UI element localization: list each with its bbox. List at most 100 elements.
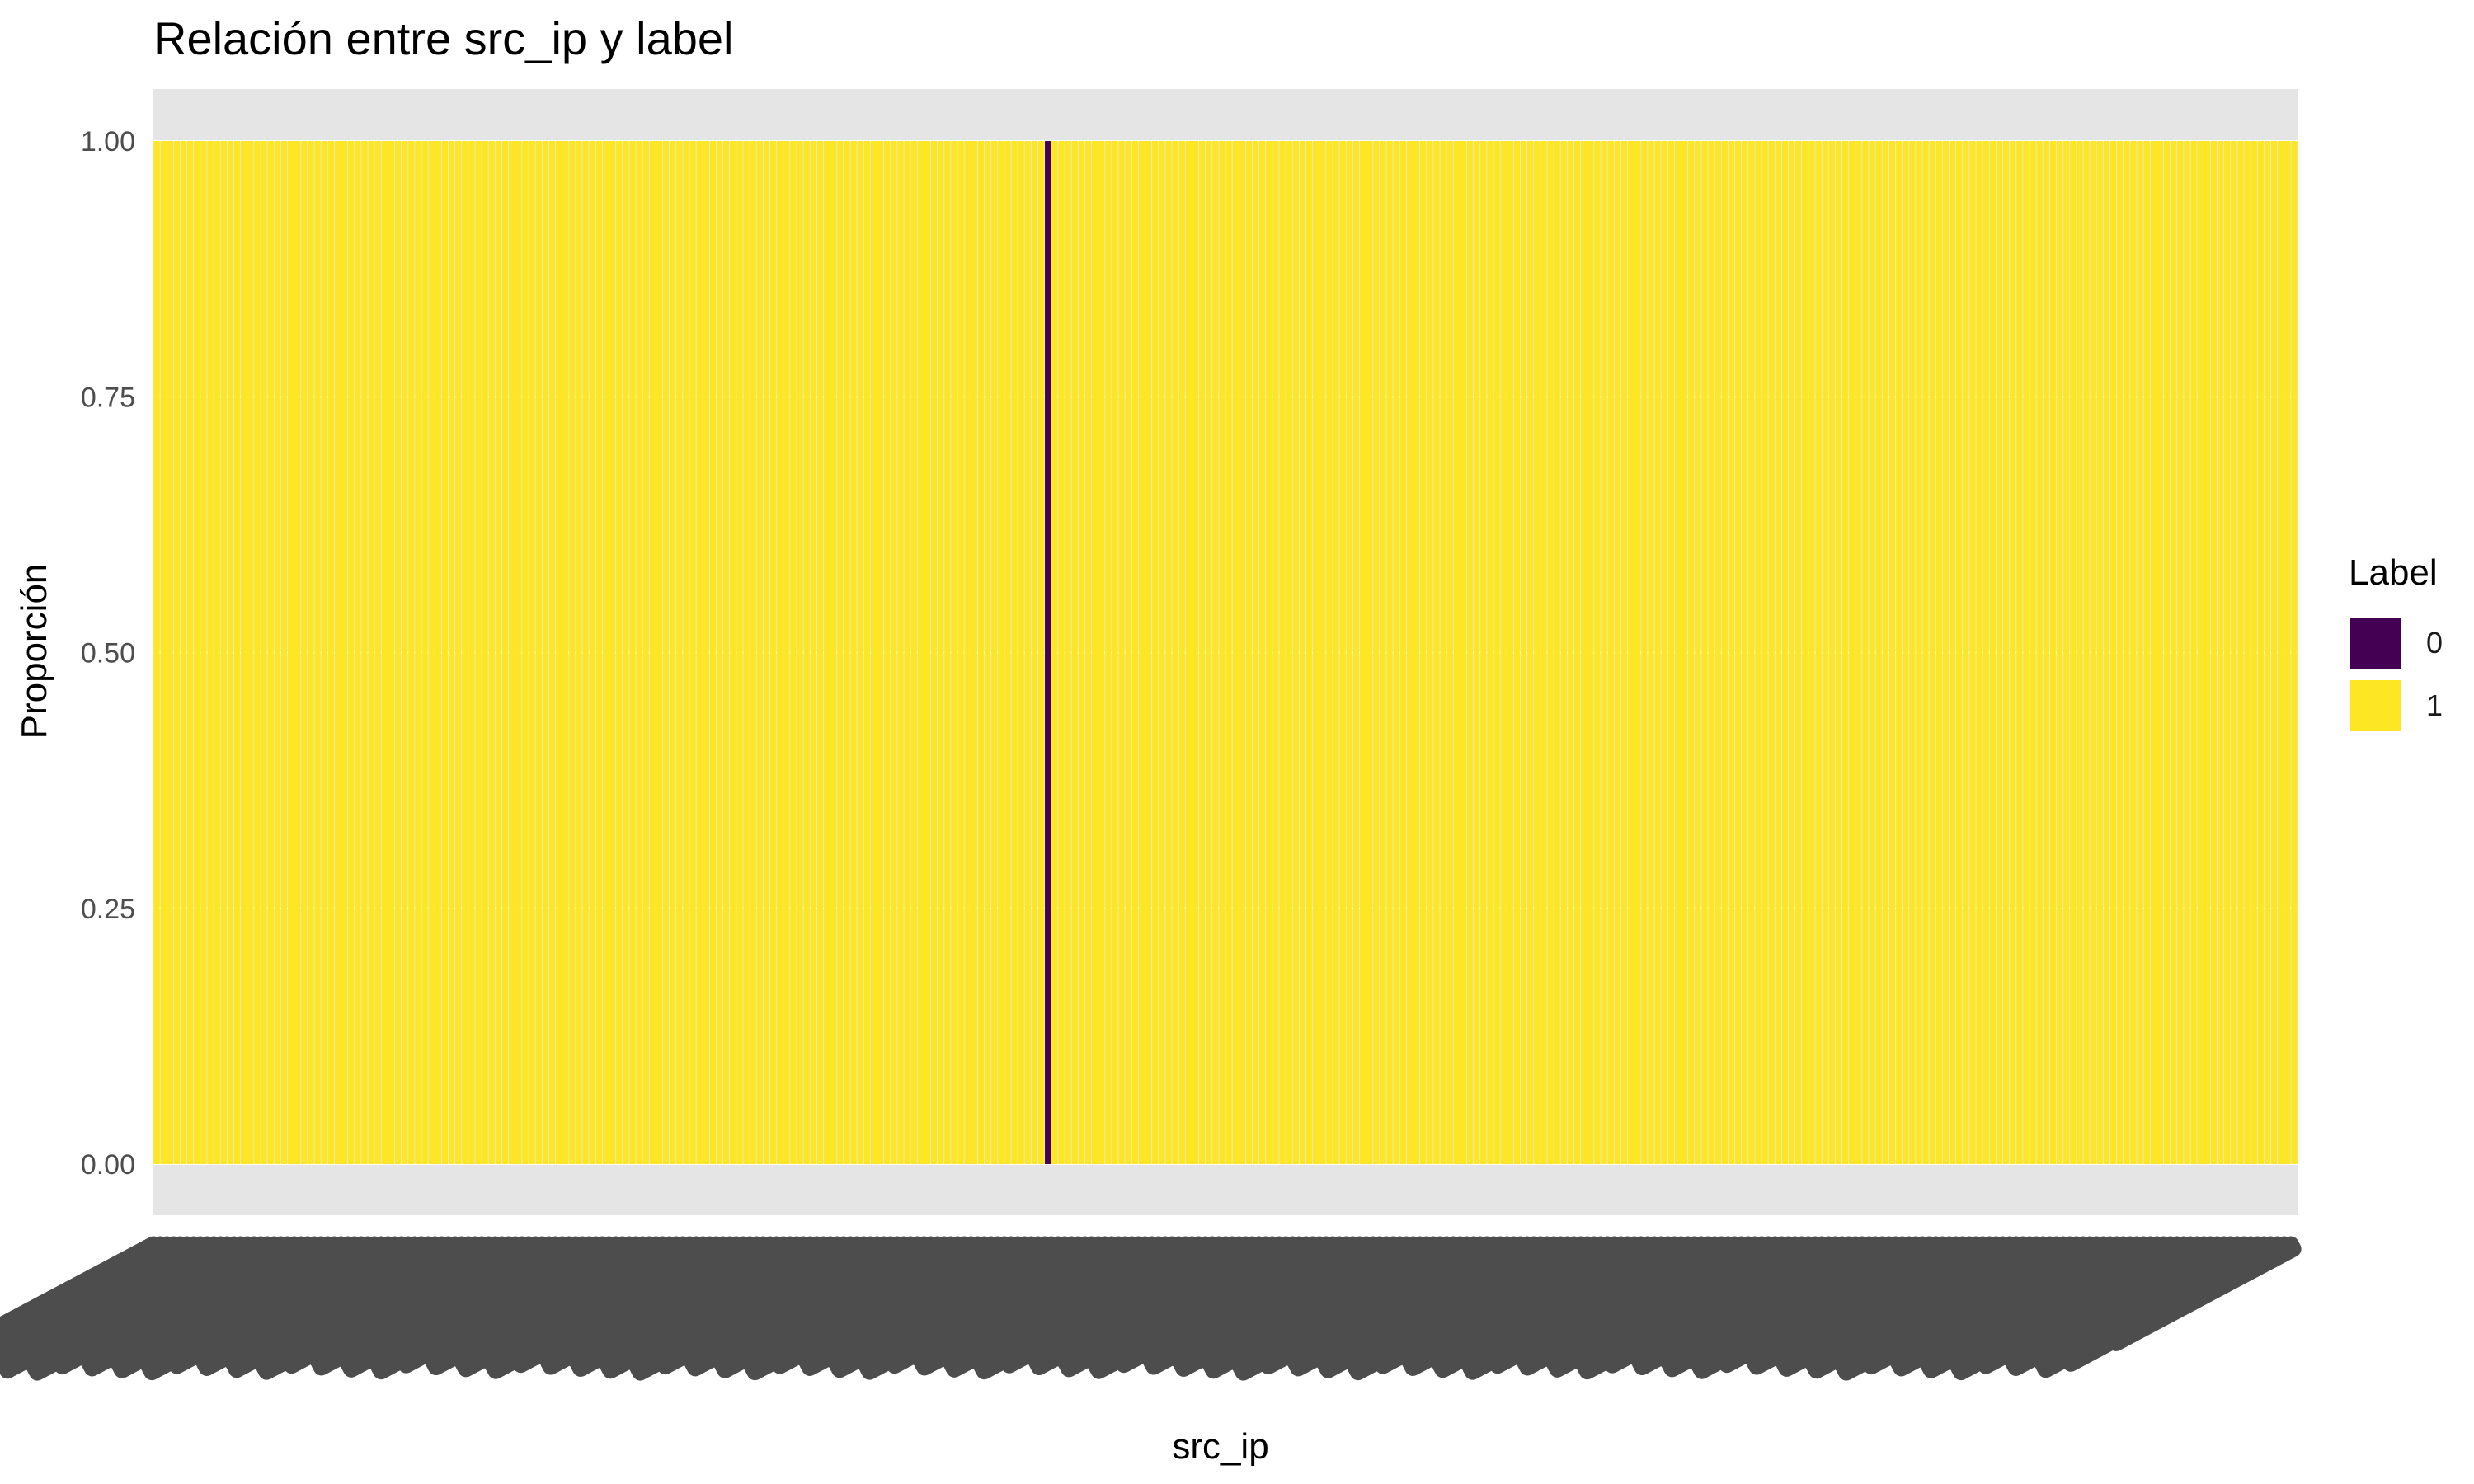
bar-label-1-262 — [1909, 141, 1916, 1164]
bar-label-1-113 — [910, 141, 917, 1164]
bar-label-1-212 — [1573, 141, 1581, 1164]
bar-label-1-63 — [576, 141, 582, 1164]
bar-label-1-136 — [1065, 141, 1071, 1164]
bar-label-1-231 — [1701, 141, 1708, 1164]
bar-label-1-265 — [1929, 141, 1935, 1164]
bar-label-1-252 — [1841, 141, 1849, 1164]
bar-label-1-97 — [803, 141, 810, 1164]
bar-label-1-281 — [2036, 141, 2043, 1164]
bar-label-0-133 — [1045, 141, 1051, 1164]
bar-label-1-208 — [1547, 141, 1554, 1164]
bar-label-1-127 — [1004, 141, 1011, 1164]
legend-item-0: 0 — [2349, 612, 2443, 674]
bar-label-1-162 — [1239, 141, 1245, 1164]
bar-label-1-187 — [1406, 141, 1413, 1164]
bar-label-1-236 — [1734, 141, 1742, 1164]
bar-label-1-14 — [247, 141, 254, 1164]
bar-label-1-46 — [462, 141, 468, 1164]
bar-label-1-309 — [2224, 141, 2231, 1164]
bar-label-1-154 — [1185, 141, 1192, 1164]
bar-label-1-146 — [1131, 141, 1138, 1164]
bar-label-1-176 — [1333, 141, 1339, 1164]
bar-label-1-1 — [160, 141, 167, 1164]
bar-label-1-86 — [730, 141, 736, 1164]
bar-label-1-51 — [495, 141, 502, 1164]
y-tick-label-2: 0.50 — [81, 638, 135, 669]
bar-label-1-57 — [535, 141, 542, 1164]
bar-label-1-83 — [709, 141, 717, 1164]
bar-label-1-70 — [623, 141, 629, 1164]
bar-label-1-130 — [1024, 141, 1031, 1164]
bar-label-1-280 — [2030, 141, 2036, 1164]
bar-label-1-240 — [1761, 141, 1768, 1164]
bar-label-1-184 — [1386, 141, 1393, 1164]
bar-label-1-260 — [1895, 141, 1903, 1164]
bar-label-1-141 — [1098, 141, 1105, 1164]
bar-label-1-60 — [555, 141, 562, 1164]
bar-label-1-222 — [1641, 141, 1648, 1164]
bar-label-1-68 — [609, 141, 616, 1164]
bar-label-1-200 — [1493, 141, 1500, 1164]
bar-label-1-259 — [1888, 141, 1896, 1164]
bar-label-1-11 — [227, 141, 234, 1164]
bar-label-1-76 — [662, 141, 670, 1164]
bar-label-1-318 — [2284, 141, 2291, 1164]
bar-label-1-42 — [435, 141, 441, 1164]
bar-label-1-106 — [863, 141, 870, 1164]
bar-label-1-195 — [1460, 141, 1467, 1164]
bar-label-1-171 — [1299, 141, 1306, 1164]
bar-label-1-43 — [441, 141, 449, 1164]
bar-label-1-221 — [1634, 141, 1641, 1164]
bar-label-1-254 — [1856, 141, 1862, 1164]
bar-label-1-48 — [475, 141, 482, 1164]
bar-label-1-237 — [1742, 141, 1748, 1164]
bar-label-1-95 — [790, 141, 797, 1164]
bar-label-1-256 — [1869, 141, 1875, 1164]
bar-label-1-158 — [1212, 141, 1219, 1164]
bar-label-1-67 — [602, 141, 609, 1164]
bar-label-1-315 — [2264, 141, 2271, 1164]
bar-label-1-125 — [991, 141, 998, 1164]
bar-label-1-232 — [1708, 141, 1714, 1164]
bar-label-1-173 — [1313, 141, 1319, 1164]
bar-label-1-56 — [529, 141, 535, 1164]
bar-label-1-282 — [2043, 141, 2049, 1164]
bar-label-1-182 — [1373, 141, 1380, 1164]
bar-label-1-55 — [522, 141, 529, 1164]
bar-label-1-147 — [1138, 141, 1145, 1164]
bar-label-1-209 — [1554, 141, 1560, 1164]
bar-label-1-0 — [153, 141, 160, 1164]
bar-label-1-25 — [321, 141, 327, 1164]
bar-label-1-268 — [1949, 141, 1956, 1164]
bar-label-1-226 — [1667, 141, 1674, 1164]
bar-label-1-308 — [2217, 141, 2224, 1164]
bar-label-1-246 — [1802, 141, 1808, 1164]
bar-label-1-290 — [2096, 141, 2103, 1164]
bar-label-1-116 — [930, 141, 938, 1164]
bar-label-1-6 — [194, 141, 200, 1164]
bar-label-1-279 — [2023, 141, 2030, 1164]
bar-label-1-291 — [2103, 141, 2110, 1164]
bar-label-1-15 — [254, 141, 261, 1164]
bar-label-1-19 — [280, 141, 288, 1164]
bar-label-1-93 — [777, 141, 783, 1164]
bar-label-1-152 — [1172, 141, 1178, 1164]
bar-label-1-299 — [2157, 141, 2164, 1164]
bar-label-1-312 — [2244, 141, 2251, 1164]
bar-label-1-286 — [2070, 141, 2077, 1164]
bar-label-1-238 — [1748, 141, 1755, 1164]
bar-label-1-301 — [2171, 141, 2177, 1164]
bar-label-1-66 — [595, 141, 602, 1164]
bar-label-1-172 — [1305, 141, 1313, 1164]
bar-label-1-35 — [388, 141, 395, 1164]
bar-label-1-292 — [2109, 141, 2117, 1164]
bar-label-1-121 — [964, 141, 971, 1164]
bar-label-1-167 — [1272, 141, 1279, 1164]
legend-key-1 — [2349, 679, 2403, 733]
bar-label-1-287 — [2077, 141, 2083, 1164]
bar-label-1-143 — [1112, 141, 1118, 1164]
bar-label-1-179 — [1352, 141, 1360, 1164]
bar-label-1-251 — [1835, 141, 1842, 1164]
bar-label-1-220 — [1627, 141, 1634, 1164]
bar-label-1-275 — [1996, 141, 2003, 1164]
